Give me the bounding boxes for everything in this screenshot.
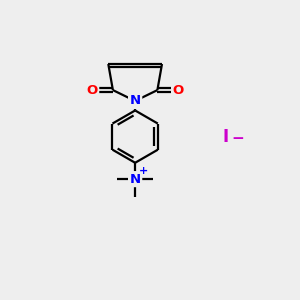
Text: −: − <box>231 131 244 146</box>
Text: I: I <box>223 128 229 146</box>
Text: N: N <box>130 172 141 186</box>
Text: O: O <box>86 84 98 97</box>
Text: N: N <box>130 94 141 107</box>
Text: +: + <box>139 166 148 176</box>
Text: O: O <box>172 84 184 97</box>
